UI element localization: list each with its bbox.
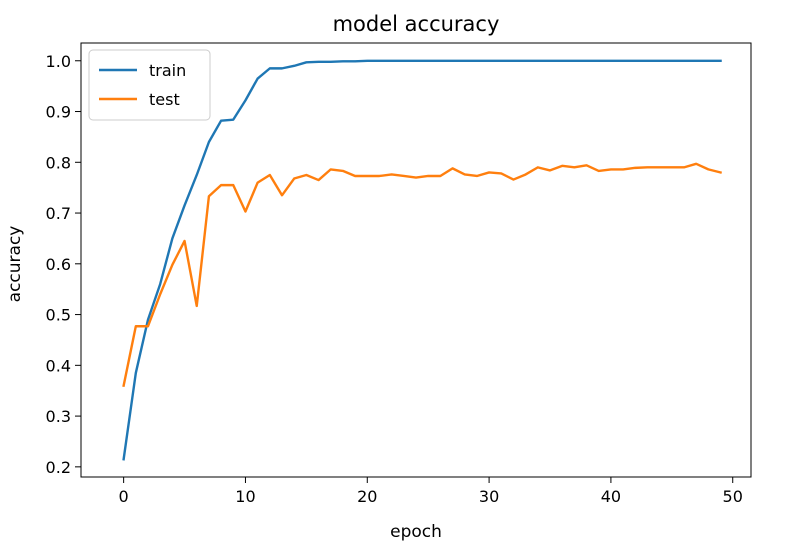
- x-tick-label: 20: [357, 487, 377, 506]
- x-tick-label: 50: [723, 487, 743, 506]
- x-tick-label: 40: [601, 487, 621, 506]
- axes-ticks: 0 10 20 30 40 50 0.2 0.3 0.4 0.5 0.6 0.7 0.8 0.9 1.0: [46, 52, 743, 506]
- x-axis-label: epoch: [390, 522, 442, 542]
- y-tick-label: 1.0: [46, 52, 71, 71]
- y-tick-label: 0.7: [46, 204, 71, 223]
- legend-label-test: test: [149, 90, 180, 109]
- legend-label-train: train: [149, 61, 186, 80]
- plot-area: [122, 59, 723, 461]
- y-tick-label: 0.6: [46, 255, 71, 274]
- y-axis-label: accuracy: [5, 226, 25, 303]
- y-tick-label: 0.5: [46, 306, 71, 325]
- chart-title: model accuracy: [333, 12, 500, 36]
- plot-frame: [80, 42, 752, 478]
- y-tick-label: 0.2: [46, 458, 71, 477]
- x-tick-label: 0: [119, 487, 129, 506]
- y-tick-label: 0.9: [46, 103, 71, 122]
- x-tick-label: 10: [235, 487, 255, 506]
- y-tick-label: 0.3: [46, 407, 71, 426]
- legend: train test: [88, 49, 211, 121]
- series-line-test: [122, 162, 723, 388]
- y-tick-label: 0.8: [46, 153, 71, 172]
- y-tick-label: 0.4: [46, 356, 71, 375]
- legend-box: [88, 49, 211, 121]
- x-tick-label: 30: [479, 487, 499, 506]
- series-line-train: [122, 59, 722, 461]
